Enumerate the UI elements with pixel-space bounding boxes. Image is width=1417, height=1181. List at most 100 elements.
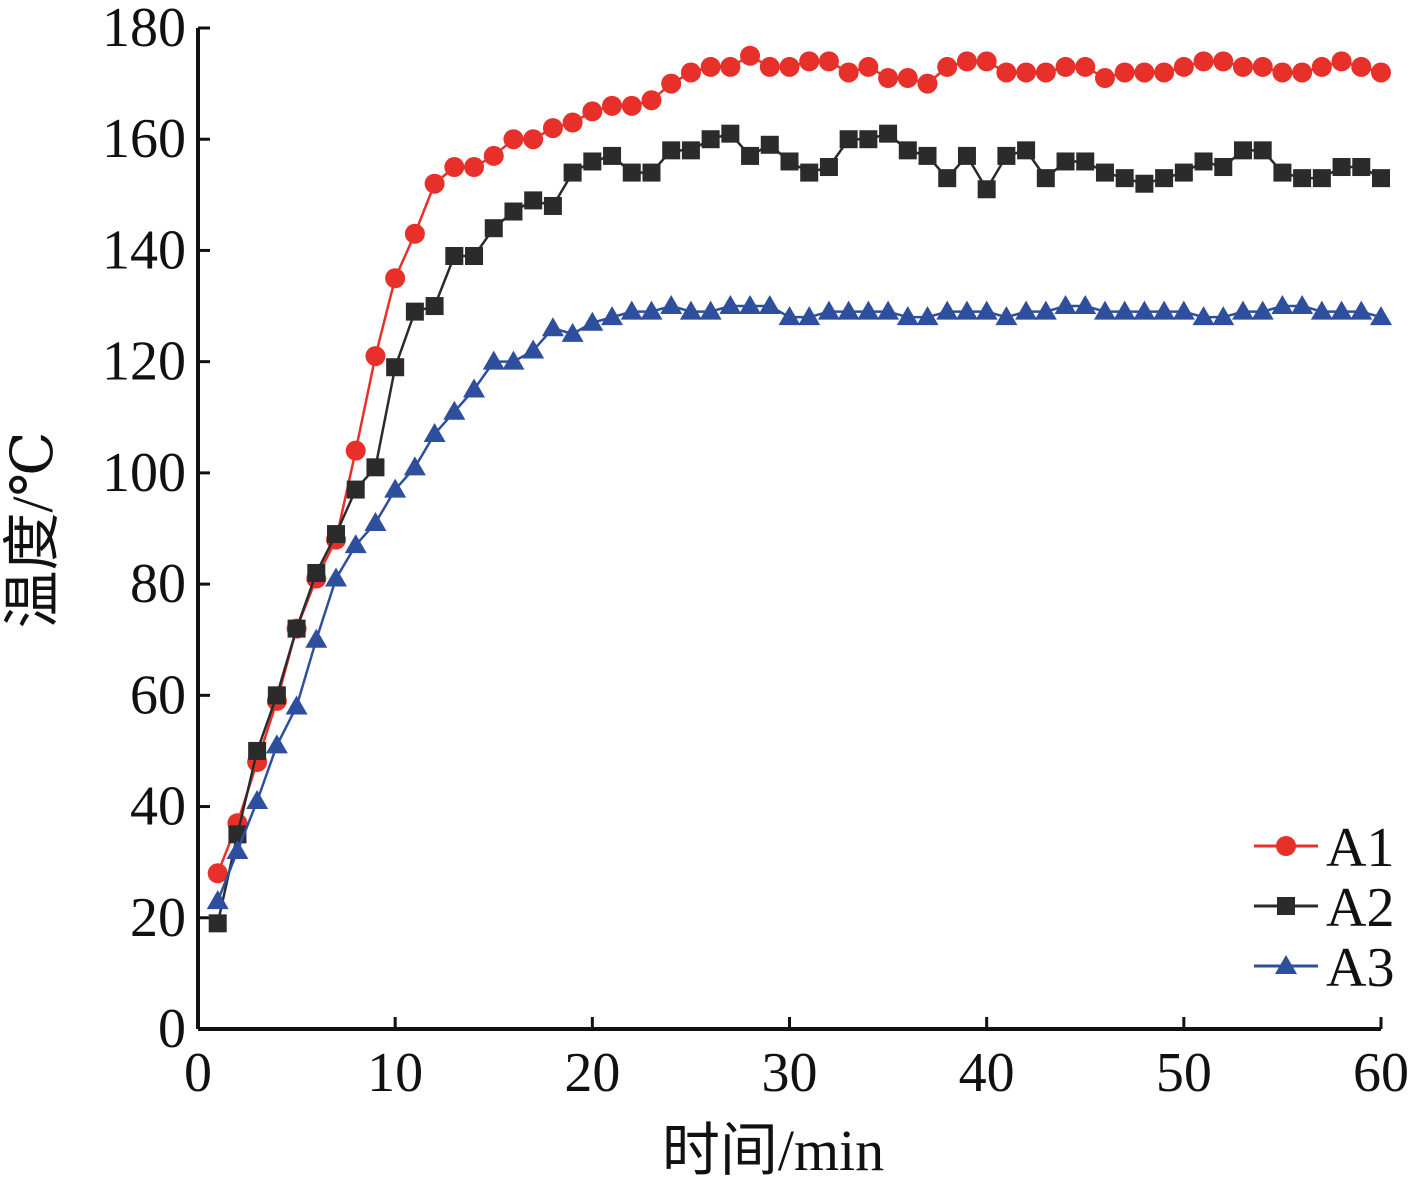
y-tick-label: 140	[102, 219, 186, 281]
data-point-A2	[819, 158, 838, 177]
data-point-A3	[1370, 306, 1392, 326]
data-point-A1	[1173, 56, 1194, 77]
x-tick-label: 50	[1156, 1042, 1212, 1104]
data-point-A3	[1093, 300, 1116, 320]
data-point-A2	[504, 202, 523, 221]
data-point-A1	[661, 73, 682, 94]
data-point-A2	[307, 563, 326, 582]
data-point-A3	[1074, 295, 1097, 315]
data-point-A3	[246, 789, 269, 809]
data-point-A2	[583, 152, 602, 171]
y-tick-label: 100	[102, 442, 186, 504]
data-point-A1	[878, 68, 899, 89]
data-point-A3	[640, 300, 663, 320]
data-point-A1	[641, 90, 662, 111]
data-point-A3	[423, 422, 446, 442]
y-tick-label: 160	[102, 108, 186, 170]
series-line-A1	[216, 54, 1382, 874]
data-point-A2	[839, 130, 858, 149]
data-point-A1	[1351, 56, 1372, 77]
data-point-A2	[1352, 158, 1371, 177]
series-line-A3	[216, 304, 1382, 902]
series-group	[206, 45, 1392, 933]
data-point-A3	[916, 306, 939, 326]
data-point-A2	[386, 358, 405, 377]
data-point-A3	[384, 478, 407, 498]
y-tick-label: 80	[130, 553, 186, 615]
data-point-A1	[444, 157, 465, 178]
data-point-A1	[1114, 62, 1135, 83]
data-point-A2	[859, 130, 878, 149]
legend-label: A2	[1326, 877, 1394, 939]
data-point-A3	[679, 300, 702, 320]
data-point-A3	[837, 300, 860, 320]
data-point-A1	[700, 56, 721, 77]
legend-label: A3	[1326, 937, 1394, 999]
data-point-A3	[1310, 300, 1333, 320]
data-point-A2	[1273, 163, 1292, 182]
data-point-A3	[699, 300, 722, 320]
data-point-A3	[1015, 300, 1038, 320]
data-point-A3	[541, 317, 564, 337]
data-point-A3	[1054, 295, 1077, 315]
data-point-A3	[463, 378, 486, 398]
data-point-A2	[1312, 169, 1331, 188]
data-point-A3	[995, 306, 1018, 326]
data-point-A3	[896, 306, 919, 326]
axes: 0 20 40 60 80 100 120 140 160 180 0 10 20 30 40 50 60	[102, 0, 1409, 1104]
data-point-A1	[404, 223, 425, 244]
x-tick-label: 40	[959, 1042, 1015, 1104]
data-point-A3	[1212, 306, 1235, 326]
data-point-A2	[1174, 163, 1193, 182]
data-point-A1	[680, 62, 701, 83]
data-point-A1	[1292, 62, 1313, 83]
data-point-A1	[345, 440, 366, 461]
data-point-A2	[543, 196, 562, 215]
data-point-A3	[1291, 295, 1314, 315]
data-point-A1	[858, 56, 879, 77]
data-point-A1	[562, 112, 583, 133]
data-point-A3	[936, 300, 959, 320]
data-point-A2	[1115, 169, 1134, 188]
data-point-A3	[1192, 306, 1215, 326]
data-point-A3	[955, 300, 978, 320]
data-point-A3	[817, 300, 840, 320]
y-tick-label: 40	[130, 776, 186, 838]
legend-item-A1: A1	[1254, 817, 1394, 879]
data-point-A3	[561, 322, 584, 342]
data-point-A2	[681, 141, 700, 160]
legend-marker	[1277, 897, 1295, 915]
data-point-A2	[1056, 152, 1075, 171]
data-point-A3	[482, 350, 505, 370]
legend-marker	[1275, 955, 1297, 974]
data-point-A2	[741, 146, 760, 165]
data-point-A3	[364, 511, 387, 531]
series-A2	[208, 124, 1390, 933]
data-point-A1	[779, 56, 800, 77]
data-point-A1	[1154, 62, 1175, 83]
data-point-A2	[800, 163, 819, 182]
data-point-A3	[1034, 300, 1057, 320]
data-point-A2	[563, 163, 582, 182]
data-point-A1	[503, 129, 524, 150]
data-point-A1	[582, 101, 603, 122]
data-point-A3	[719, 295, 742, 315]
data-point-A1	[483, 145, 504, 166]
data-point-A2	[662, 141, 681, 160]
data-point-A2	[1214, 158, 1233, 177]
data-point-A2	[1233, 141, 1252, 160]
data-point-A3	[1251, 300, 1274, 320]
x-tick-label: 20	[564, 1042, 620, 1104]
data-point-A3	[305, 628, 328, 648]
data-point-A3	[502, 350, 525, 370]
data-point-A2	[287, 619, 306, 638]
data-point-A2	[1095, 163, 1114, 182]
data-point-A1	[1331, 51, 1352, 72]
data-point-A2	[898, 141, 917, 160]
y-tick-label: 20	[130, 887, 186, 949]
data-point-A1	[424, 173, 445, 194]
data-point-A2	[1293, 169, 1312, 188]
data-point-A3	[975, 300, 998, 320]
